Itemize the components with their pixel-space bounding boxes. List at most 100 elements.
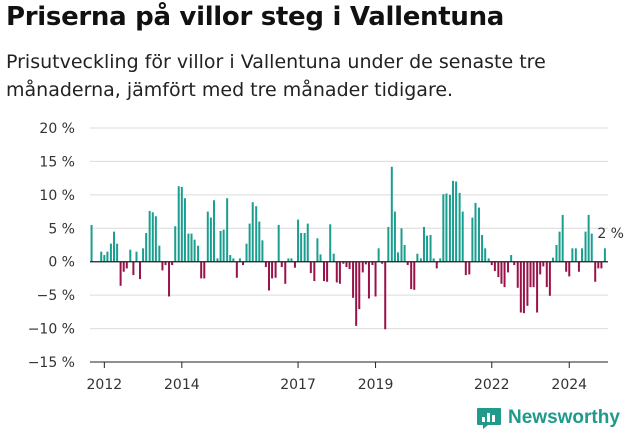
bar [267, 261, 270, 291]
bar [597, 261, 600, 269]
bar [229, 255, 232, 262]
bar [390, 166, 393, 262]
y-tick-label: −5 % [37, 288, 75, 304]
bar [571, 248, 574, 262]
bar [558, 231, 561, 262]
bar [154, 216, 157, 262]
bar [148, 210, 151, 262]
bar [209, 217, 212, 262]
bar [371, 261, 374, 266]
bar [490, 261, 493, 266]
bar [203, 261, 206, 279]
bar [161, 261, 164, 271]
bar [464, 261, 467, 276]
bar [448, 194, 451, 262]
bar [168, 261, 171, 297]
bar [403, 245, 406, 262]
bar [503, 261, 506, 288]
bar [594, 261, 597, 282]
bar [151, 212, 154, 262]
bar [577, 261, 580, 272]
bar [287, 258, 290, 262]
bar [309, 261, 312, 274]
bar [461, 211, 464, 262]
bar [565, 261, 568, 272]
bar [338, 261, 341, 284]
brand-name: Newsworthy [508, 407, 620, 428]
bar [90, 224, 93, 262]
bar [277, 224, 280, 262]
bar [348, 261, 351, 270]
bar [568, 261, 571, 277]
bar [545, 261, 548, 288]
bar [355, 261, 358, 326]
bar [561, 214, 564, 262]
y-tick-label: 10 % [39, 188, 75, 204]
bar [600, 261, 603, 269]
bar [477, 207, 480, 262]
bar [335, 261, 338, 283]
x-tick-label: 2019 [358, 377, 394, 393]
bar [539, 261, 542, 275]
bar [116, 243, 119, 262]
bar [358, 261, 361, 310]
bar [342, 261, 345, 264]
bar [258, 221, 261, 262]
bar [410, 261, 413, 290]
bar [574, 248, 577, 262]
bar [103, 255, 106, 262]
bar [274, 261, 277, 278]
bar [125, 261, 128, 269]
bar [590, 233, 593, 262]
bar [548, 261, 551, 296]
y-tick-label: 20 % [39, 121, 75, 137]
bar [174, 226, 177, 262]
bar [603, 248, 606, 262]
bar [400, 228, 403, 262]
bar [106, 251, 109, 262]
bar [445, 193, 448, 262]
x-tick-label: 2022 [474, 377, 510, 393]
bar [364, 261, 367, 265]
bar [238, 258, 241, 262]
bar [426, 235, 429, 262]
bar [474, 202, 477, 262]
bar [193, 239, 196, 262]
bar [109, 243, 112, 262]
last-value-annotation: 2 % [597, 226, 624, 242]
bar [329, 224, 332, 262]
bar [297, 219, 300, 262]
bar [164, 261, 167, 266]
bar [510, 255, 513, 262]
bar [529, 261, 532, 288]
x-tick-label: 2024 [551, 377, 587, 393]
bar [413, 261, 416, 290]
bar [180, 186, 183, 262]
bar [158, 245, 161, 262]
x-tick-label: 2017 [280, 377, 316, 393]
bar [316, 238, 319, 262]
bar [497, 261, 500, 278]
x-tick-label: 2014 [164, 377, 200, 393]
bar [219, 230, 222, 262]
bar [242, 261, 245, 266]
bar [536, 261, 539, 313]
bar [303, 232, 306, 262]
bar [532, 261, 535, 288]
bar [516, 261, 519, 288]
bar [212, 200, 215, 262]
bar [326, 261, 329, 282]
bar [581, 248, 584, 262]
bar [284, 261, 287, 284]
bar [245, 243, 248, 262]
bar [145, 232, 148, 262]
bars [90, 166, 606, 330]
bar [387, 226, 390, 262]
bar [197, 245, 200, 262]
bar [416, 253, 419, 262]
bar [452, 180, 455, 262]
grid-lines [90, 127, 608, 363]
bar [526, 261, 529, 306]
bar [519, 261, 522, 313]
